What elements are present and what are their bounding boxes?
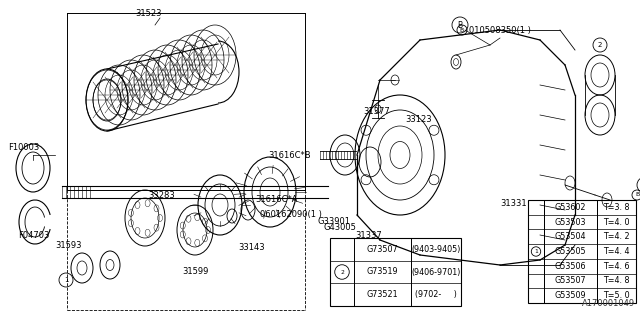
Text: G33901: G33901 bbox=[318, 218, 351, 227]
Text: G53602: G53602 bbox=[555, 203, 586, 212]
Text: T=4. 4: T=4. 4 bbox=[604, 247, 630, 256]
Text: F10003: F10003 bbox=[8, 143, 39, 153]
Text: T=4. 6: T=4. 6 bbox=[604, 262, 630, 271]
Text: 010508350(1 ): 010508350(1 ) bbox=[469, 26, 531, 35]
Text: 31593: 31593 bbox=[55, 241, 81, 250]
Text: 33123: 33123 bbox=[405, 116, 431, 124]
Bar bbox=[330, 238, 461, 306]
Text: G73519: G73519 bbox=[367, 268, 398, 276]
Text: G53509: G53509 bbox=[555, 291, 586, 300]
Text: (9702-     ): (9702- ) bbox=[415, 290, 457, 299]
Text: 31337: 31337 bbox=[355, 231, 381, 241]
Text: T=3. 8: T=3. 8 bbox=[604, 203, 630, 212]
Text: 33283: 33283 bbox=[148, 190, 175, 199]
Text: G53504: G53504 bbox=[555, 232, 586, 241]
Text: G53503: G53503 bbox=[555, 218, 586, 227]
Text: G53507: G53507 bbox=[555, 276, 586, 285]
Text: 060162090(1 ): 060162090(1 ) bbox=[260, 211, 322, 220]
Text: G73507: G73507 bbox=[367, 245, 398, 254]
Text: 33143: 33143 bbox=[238, 243, 264, 252]
Text: 31331: 31331 bbox=[500, 199, 527, 209]
Text: 31523: 31523 bbox=[135, 10, 161, 19]
Text: A170001049: A170001049 bbox=[582, 299, 635, 308]
Text: 31377: 31377 bbox=[363, 108, 390, 116]
Text: 31616C*A: 31616C*A bbox=[255, 196, 298, 204]
Text: 1: 1 bbox=[64, 277, 68, 283]
Text: G73521: G73521 bbox=[367, 290, 398, 299]
Text: B: B bbox=[458, 20, 463, 29]
Text: 2: 2 bbox=[598, 42, 602, 48]
Text: (9406-9701): (9406-9701) bbox=[412, 268, 461, 276]
Bar bbox=[528, 200, 636, 303]
Text: (9403-9405): (9403-9405) bbox=[412, 245, 461, 254]
Text: G53506: G53506 bbox=[555, 262, 586, 271]
Text: 31599: 31599 bbox=[182, 268, 209, 276]
Text: G43005: G43005 bbox=[323, 223, 356, 233]
Text: 1: 1 bbox=[534, 249, 538, 254]
Text: T=4. 2: T=4. 2 bbox=[603, 232, 630, 241]
Text: B: B bbox=[460, 28, 464, 33]
Text: T=4. 0: T=4. 0 bbox=[604, 218, 630, 227]
Text: B: B bbox=[635, 193, 639, 197]
Text: T=4. 8: T=4. 8 bbox=[604, 276, 630, 285]
Text: F04703: F04703 bbox=[18, 230, 49, 239]
Text: G53505: G53505 bbox=[555, 247, 586, 256]
Text: 2: 2 bbox=[340, 269, 344, 275]
Text: T=5. 0: T=5. 0 bbox=[603, 291, 630, 300]
Text: 31616C*B: 31616C*B bbox=[268, 150, 310, 159]
